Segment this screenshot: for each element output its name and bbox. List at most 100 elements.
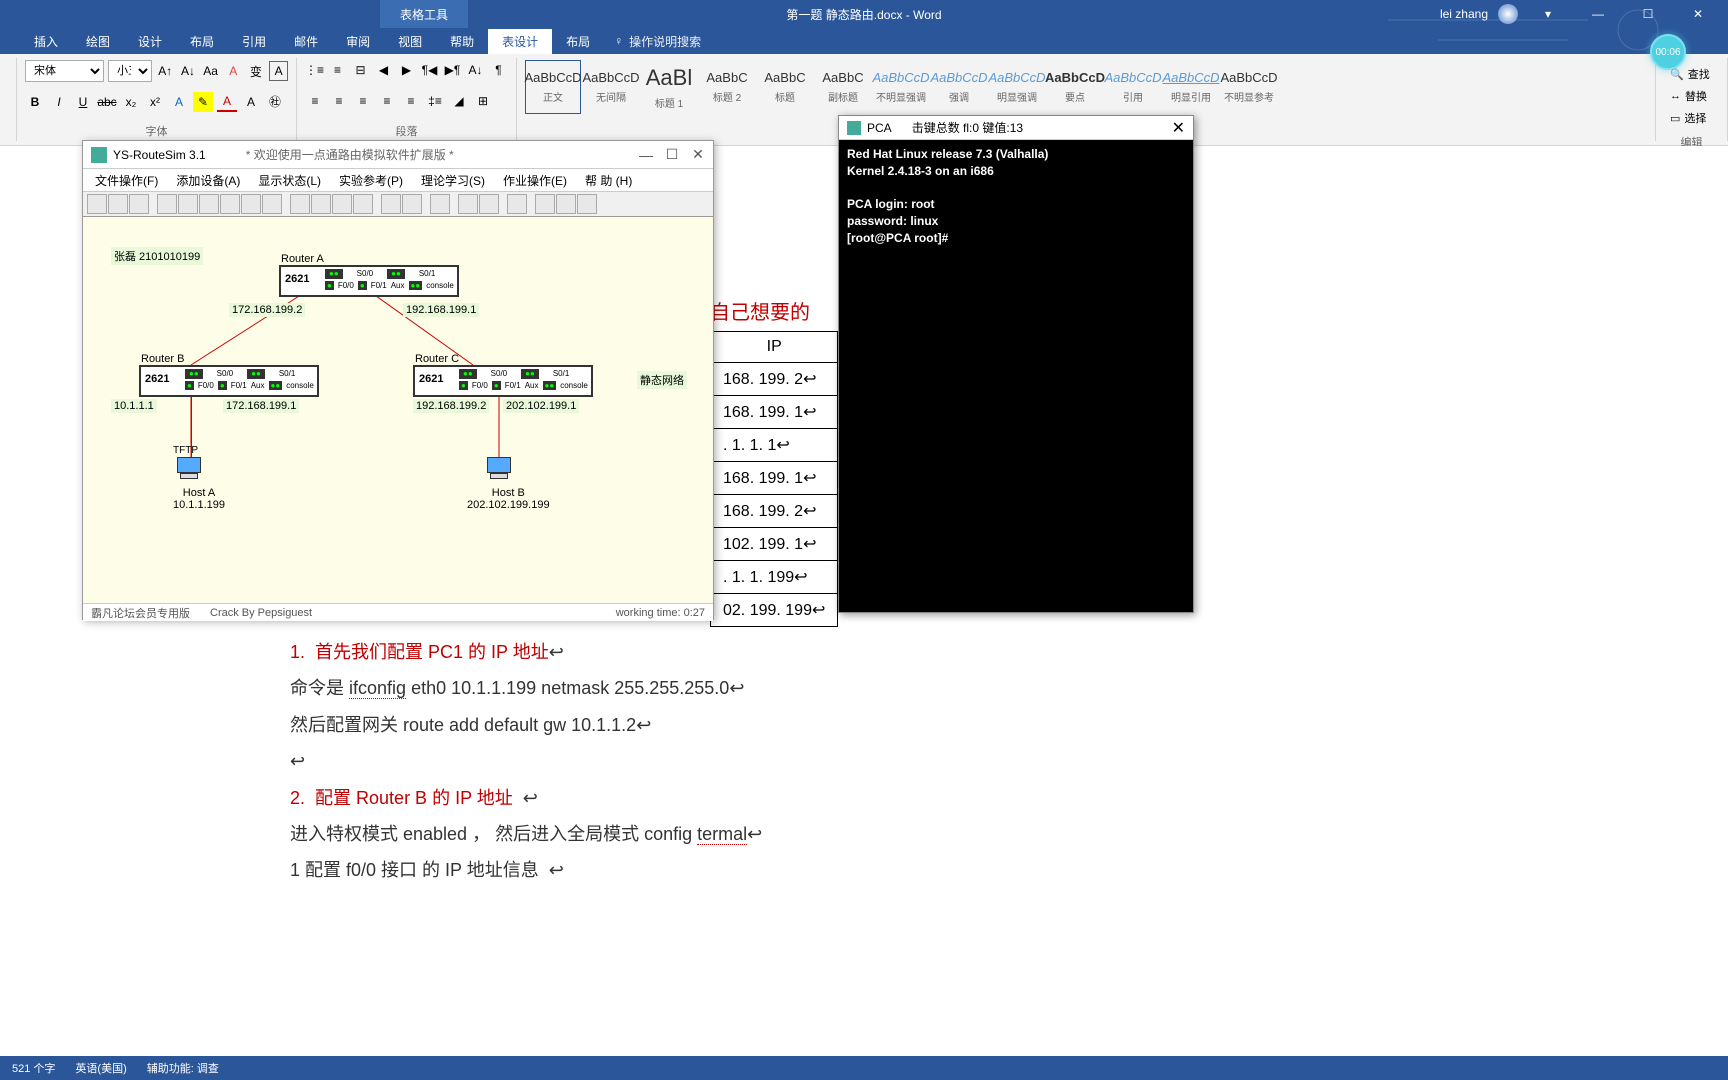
ribbon-tab-1[interactable]: 绘图 — [72, 29, 124, 54]
routesim-menu-6[interactable]: 帮 助 (H) — [585, 172, 632, 189]
timer-badge[interactable]: 00:06 — [1650, 34, 1686, 70]
clear-format-button[interactable]: A — [224, 61, 243, 81]
routesim-minimize-button[interactable]: — — [639, 148, 653, 162]
style-item-12[interactable]: AaBbCcD不明显参考 — [1221, 60, 1277, 114]
style-item-7[interactable]: AaBbCcD强调 — [931, 60, 987, 114]
routesim-toolbar-button[interactable] — [157, 194, 177, 214]
align-center-button[interactable]: ≡ — [329, 91, 349, 111]
table-cell[interactable]: 168. 199. 1↩ — [711, 396, 838, 429]
document-content[interactable]: 1. 首先我们配置 PC1 的 IP 地址↩ 命令是 ifconfig eth0… — [290, 636, 850, 891]
routesim-toolbar-button[interactable] — [220, 194, 240, 214]
borders-button[interactable]: ⊞ — [473, 91, 493, 111]
routesim-toolbar-button[interactable] — [241, 194, 261, 214]
style-item-2[interactable]: AaBl标题 1 — [641, 60, 697, 114]
router-b[interactable]: Router B 2621 ●●S0/0●●S0/1●F0/0●F0/1Aux●… — [139, 365, 319, 397]
italic-button[interactable]: I — [49, 92, 69, 112]
ribbon-tab-10[interactable]: 布局 — [552, 29, 604, 54]
ribbon-tab-4[interactable]: 引用 — [228, 29, 280, 54]
routesim-toolbar-button[interactable] — [402, 194, 422, 214]
justify-button[interactable]: ≡ — [377, 91, 397, 111]
routesim-menu-1[interactable]: 添加设备(A) — [176, 172, 240, 189]
align-left-button[interactable]: ≡ — [305, 91, 325, 111]
table-cell[interactable]: 168. 199. 2↩ — [711, 363, 838, 396]
ribbon-tab-0[interactable]: 插入 — [20, 29, 72, 54]
style-item-8[interactable]: AaBbCcD明显强调 — [989, 60, 1045, 114]
sort-button[interactable]: A↓ — [466, 60, 485, 80]
style-item-6[interactable]: AaBbCcD不明显强调 — [873, 60, 929, 114]
shrink-font-button[interactable]: A↓ — [179, 61, 198, 81]
ribbon-tab-7[interactable]: 视图 — [384, 29, 436, 54]
router-c[interactable]: Router C 2621 ●●S0/0●●S0/1●F0/0●F0/1Aux●… — [413, 365, 593, 397]
table-cell[interactable]: 102. 199. 1↩ — [711, 528, 838, 561]
style-item-10[interactable]: AaBbCcD引用 — [1105, 60, 1161, 114]
routesim-toolbar-button[interactable] — [577, 194, 597, 214]
routesim-toolbar-button[interactable] — [87, 194, 107, 214]
language-indicator[interactable]: 英语(美国) — [75, 1060, 126, 1076]
style-item-4[interactable]: AaBbC标题 — [757, 60, 813, 114]
shading-button[interactable]: ◢ — [449, 91, 469, 111]
pca-close-button[interactable]: ✕ — [1172, 118, 1185, 138]
routesim-toolbar-button[interactable] — [311, 194, 331, 214]
style-item-3[interactable]: AaBbC标题 2 — [699, 60, 755, 114]
char-shading-button[interactable]: A — [241, 92, 261, 112]
routesim-toolbar-button[interactable] — [556, 194, 576, 214]
routesim-toolbar-button[interactable] — [458, 194, 478, 214]
char-border-button[interactable]: A — [269, 61, 288, 81]
word-count[interactable]: 521 个字 — [12, 1060, 55, 1076]
increase-indent-button[interactable]: ▶ — [397, 60, 416, 80]
text-effects-button[interactable]: A — [169, 92, 189, 112]
routesim-toolbar-button[interactable] — [199, 194, 219, 214]
routesim-menu-5[interactable]: 作业操作(E) — [503, 172, 567, 189]
font-color-button[interactable]: A — [217, 92, 237, 112]
subscript-button[interactable]: x₂ — [121, 92, 141, 112]
routesim-toolbar-button[interactable] — [430, 194, 450, 214]
routesim-maximize-button[interactable]: ☐ — [665, 148, 679, 162]
style-item-0[interactable]: AaBbCcD正文 — [525, 60, 581, 114]
accessibility-check[interactable]: 辅助功能: 调查 — [147, 1060, 219, 1076]
ribbon-tab-3[interactable]: 布局 — [176, 29, 228, 54]
routesim-menu-4[interactable]: 理论学习(S) — [421, 172, 485, 189]
table-cell[interactable]: 168. 199. 1↩ — [711, 462, 838, 495]
align-right-button[interactable]: ≡ — [353, 91, 373, 111]
bullet-list-button[interactable]: ⋮≡ — [305, 60, 324, 80]
table-cell[interactable]: . 1. 1. 1↩ — [711, 429, 838, 462]
distribute-button[interactable]: ≡ — [401, 91, 421, 111]
routesim-toolbar-button[interactable] — [535, 194, 555, 214]
style-item-11[interactable]: AaBbCcD明显引用 — [1163, 60, 1219, 114]
change-case-button[interactable]: Aa — [201, 61, 220, 81]
routesim-toolbar-button[interactable] — [381, 194, 401, 214]
routesim-canvas[interactable]: 张磊 2101010199 静态网络 Router A 2621 ●●S0/0●… — [83, 217, 713, 603]
replace-button[interactable]: ↔替换 — [1668, 86, 1715, 106]
strike-button[interactable]: abc — [97, 92, 117, 112]
pca-titlebar[interactable]: PCA 击键总数 fl:0 键值:13 ✕ — [839, 116, 1193, 140]
multilevel-list-button[interactable]: ⊟ — [351, 60, 370, 80]
routesim-toolbar-button[interactable] — [262, 194, 282, 214]
table-cell[interactable]: . 1. 1. 199↩ — [711, 561, 838, 594]
ribbon-tab-8[interactable]: 帮助 — [436, 29, 488, 54]
ribbon-tab-6[interactable]: 审阅 — [332, 29, 384, 54]
grow-font-button[interactable]: A↑ — [156, 61, 175, 81]
routesim-toolbar-button[interactable] — [108, 194, 128, 214]
font-size-select[interactable]: 小五 — [108, 60, 152, 82]
routesim-toolbar-button[interactable] — [290, 194, 310, 214]
ribbon-tab-9[interactable]: 表设计 — [488, 29, 552, 54]
host-b[interactable] — [487, 457, 511, 481]
terminal-output[interactable]: Red Hat Linux release 7.3 (Valhalla)Kern… — [839, 140, 1193, 253]
font-name-select[interactable]: 宋体 — [25, 60, 104, 82]
show-marks-button[interactable]: ¶ — [489, 60, 508, 80]
highlight-button[interactable]: ✎ — [193, 92, 213, 112]
superscript-button[interactable]: x² — [145, 92, 165, 112]
host-a[interactable] — [177, 457, 201, 481]
tell-me-search[interactable]: ♀ 操作说明搜索 — [614, 33, 701, 50]
routesim-menu-3[interactable]: 实验参考(P) — [339, 172, 403, 189]
line-spacing-button[interactable]: ‡≡ — [425, 91, 445, 111]
routesim-toolbar-button[interactable] — [353, 194, 373, 214]
table-cell[interactable]: 168. 199. 2↩ — [711, 495, 838, 528]
style-item-1[interactable]: AaBbCcD无间隔 — [583, 60, 639, 114]
ribbon-tab-5[interactable]: 邮件 — [280, 29, 332, 54]
routesim-menu-2[interactable]: 显示状态(L) — [258, 172, 321, 189]
routesim-toolbar-button[interactable] — [332, 194, 352, 214]
style-item-9[interactable]: AaBbCcD要点 — [1047, 60, 1103, 114]
router-a[interactable]: Router A 2621 ●●S0/0●●S0/1●F0/0●F0/1Aux●… — [279, 265, 459, 297]
routesim-toolbar-button[interactable] — [129, 194, 149, 214]
